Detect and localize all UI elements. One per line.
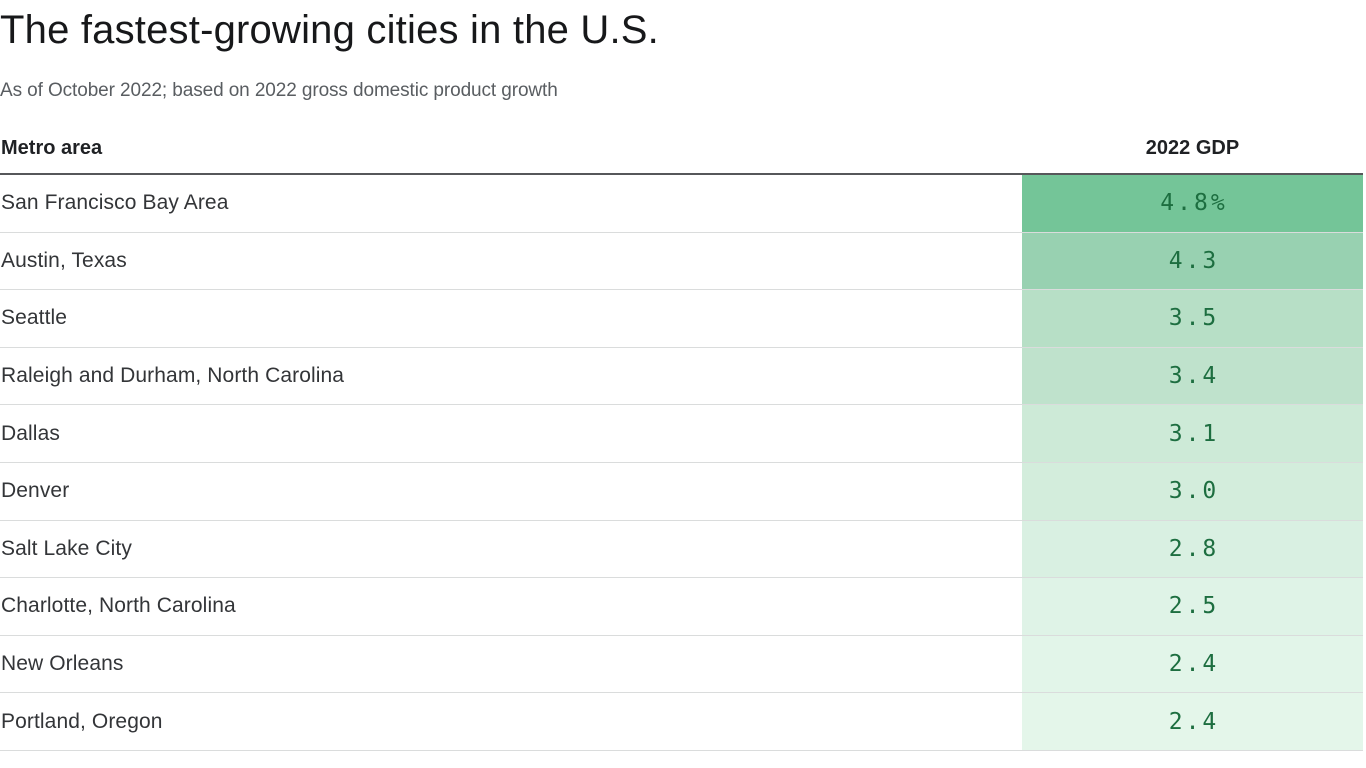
- metro-area-cell: Salt Lake City: [1, 536, 132, 560]
- metro-area-cell: New Orleans: [1, 652, 124, 676]
- metro-area-cell: Raleigh and Durham, North Carolina: [1, 364, 345, 388]
- gdp-value-cell: 2.4: [1022, 693, 1363, 750]
- metro-area-cell: San Francisco Bay Area: [1, 191, 229, 215]
- table-row: Charlotte, North Carolina 2.5: [0, 578, 1363, 636]
- gdp-value-cell: 3.0: [1022, 462, 1363, 520]
- column-header-2022-gdp: 2022 GDP: [1145, 137, 1240, 159]
- gdp-value-cell: 4.3: [1022, 232, 1363, 290]
- metro-area-cell: Portland, Oregon: [1, 709, 163, 733]
- metro-area-cell: Austin, Texas: [1, 248, 127, 272]
- table-header-row: Metro area 2022 GDP: [0, 137, 1363, 175]
- table-row: Austin, Texas 4.3: [0, 232, 1363, 291]
- table-row: Seattle 3.5: [0, 290, 1363, 348]
- metro-area-cell: Dallas: [1, 421, 60, 445]
- gdp-value-cell: 2.5: [1022, 578, 1363, 635]
- gdp-value-cell: 2.4: [1022, 635, 1363, 693]
- chart-page: The fastest-growing cities in the U.S. A…: [0, 6, 1363, 768]
- table-row: Portland, Oregon 2.4: [0, 693, 1363, 751]
- metro-area-cell: Seattle: [1, 306, 68, 330]
- table-row: Dallas 3.1: [0, 405, 1363, 463]
- metro-area-cell: Denver: [1, 479, 70, 503]
- gdp-growth-table: Metro area 2022 GDP San Francisco Bay Ar…: [0, 137, 1363, 751]
- chart-title: The fastest-growing cities in the U.S.: [0, 8, 659, 52]
- gdp-value-cell: 3.4: [1022, 347, 1363, 405]
- table-row: San Francisco Bay Area 4.8%: [0, 175, 1363, 233]
- chart-subtitle: As of October 2022; based on 2022 gross …: [0, 80, 558, 101]
- table-row: Denver 3.0: [0, 462, 1363, 521]
- gdp-value-cell: 4.8%: [1022, 175, 1363, 232]
- gdp-value-cell: 3.1: [1022, 405, 1363, 462]
- gdp-value-cell: 2.8: [1022, 520, 1363, 578]
- metro-area-cell: Charlotte, North Carolina: [1, 594, 236, 618]
- column-header-metro-area: Metro area: [1, 137, 103, 159]
- table-row: New Orleans 2.4: [0, 635, 1363, 694]
- gdp-value-cell: 3.5: [1022, 290, 1363, 347]
- table-row: Raleigh and Durham, North Carolina 3.4: [0, 347, 1363, 406]
- table-body: San Francisco Bay Area 4.8% Austin, Texa…: [0, 175, 1363, 751]
- table-row: Salt Lake City 2.8: [0, 520, 1363, 579]
